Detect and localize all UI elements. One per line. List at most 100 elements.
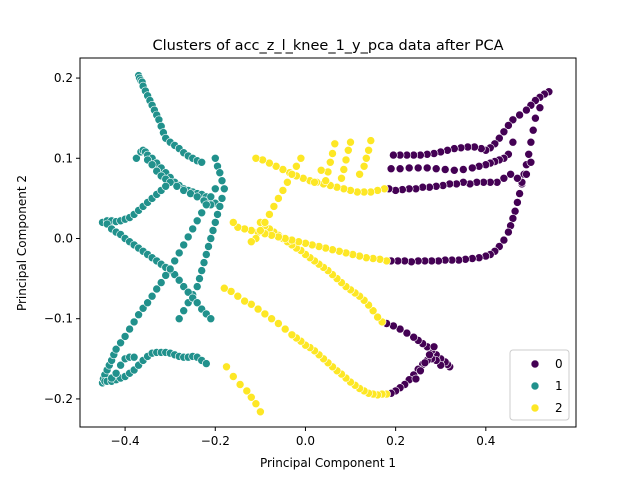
point-cluster-1-129 xyxy=(138,303,148,313)
point-cluster-0-132 xyxy=(411,374,421,384)
point-cluster-2-129 xyxy=(260,218,270,227)
point-cluster-2-113 xyxy=(337,174,346,183)
point-cluster-2-119 xyxy=(316,166,326,175)
legend-label-0: 0 xyxy=(555,357,563,371)
point-cluster-1-125 xyxy=(120,332,130,341)
point-cluster-0-6 xyxy=(515,110,524,120)
point-cluster-0-65 xyxy=(506,170,515,179)
point-cluster-2-110 xyxy=(343,146,353,155)
point-cluster-1-175 xyxy=(129,352,139,362)
point-cluster-2-127 xyxy=(269,202,279,211)
point-cluster-0-31 xyxy=(526,137,536,147)
point-cluster-0-94 xyxy=(449,166,459,175)
point-cluster-2-34 xyxy=(368,306,378,316)
point-cluster-1-60 xyxy=(220,184,229,194)
point-cluster-1-140 xyxy=(188,224,197,234)
point-cluster-0-36 xyxy=(515,189,524,198)
point-cluster-1-109 xyxy=(179,282,188,291)
x-axis-label: Principal Component 1 xyxy=(260,456,396,470)
point-cluster-0-97 xyxy=(422,163,432,173)
point-cluster-2-133 xyxy=(256,407,265,417)
point-cluster-2-24 xyxy=(267,314,276,324)
point-cluster-1-107 xyxy=(170,270,179,279)
point-cluster-2-107 xyxy=(359,162,369,171)
point-cluster-1-139 xyxy=(183,232,193,242)
point-cluster-1-76 xyxy=(174,314,184,324)
point-cluster-2-103 xyxy=(251,154,261,163)
point-cluster-0-30 xyxy=(528,125,538,135)
point-cluster-2-105 xyxy=(364,146,373,155)
point-cluster-2-118 xyxy=(321,176,331,185)
point-cluster-2-130 xyxy=(256,226,265,235)
point-cluster-1-115 xyxy=(206,314,216,324)
point-cluster-1-66 xyxy=(206,234,216,243)
point-cluster-1-130 xyxy=(143,298,152,308)
point-cluster-2-112 xyxy=(339,165,349,174)
point-cluster-2-122 xyxy=(292,162,301,171)
point-cluster-1-142 xyxy=(197,208,206,218)
y-tick-label-4: 0.2 xyxy=(54,71,73,85)
point-cluster-1-45 xyxy=(147,160,157,169)
legend-marker-1 xyxy=(530,381,540,391)
point-cluster-0-112 xyxy=(402,328,412,338)
point-cluster-0-101 xyxy=(386,164,396,173)
point-cluster-1-91 xyxy=(161,182,170,191)
point-cluster-0-28 xyxy=(535,103,545,112)
point-cluster-1-128 xyxy=(134,310,143,320)
point-cluster-1-50 xyxy=(172,182,182,191)
y-tick-label-2: 0.0 xyxy=(54,231,73,245)
point-cluster-2-26 xyxy=(253,304,263,314)
point-cluster-2-31 xyxy=(220,283,229,293)
point-cluster-2-109 xyxy=(346,137,355,147)
point-cluster-2-108 xyxy=(355,170,364,179)
point-cluster-2-29 xyxy=(233,291,243,301)
point-cluster-1-23 xyxy=(132,154,141,163)
point-cluster-1-133 xyxy=(156,278,166,287)
point-cluster-0-32 xyxy=(524,150,534,159)
point-cluster-1-145 xyxy=(211,184,220,194)
point-cluster-1-61 xyxy=(217,194,227,203)
point-cluster-1-70 xyxy=(197,266,206,275)
point-cluster-2-125 xyxy=(278,186,288,195)
legend-marker-0 xyxy=(530,359,540,369)
point-cluster-0-130 xyxy=(420,358,430,368)
point-cluster-1-62 xyxy=(215,202,225,211)
x-tick-label-4: 0.4 xyxy=(476,434,495,448)
point-cluster-1-141 xyxy=(192,216,202,226)
point-cluster-0-129 xyxy=(425,350,434,360)
legend-box xyxy=(509,349,570,421)
point-cluster-1-53 xyxy=(192,192,202,202)
point-cluster-1-126 xyxy=(125,324,134,334)
point-cluster-1-136 xyxy=(170,256,179,266)
point-cluster-0-42 xyxy=(499,235,509,245)
point-cluster-0-38 xyxy=(510,206,520,216)
point-cluster-2-128 xyxy=(265,210,274,219)
point-cluster-1-63 xyxy=(213,210,222,219)
y-tick-label-0: −0.2 xyxy=(44,392,73,406)
point-cluster-2-132 xyxy=(247,237,256,246)
point-cluster-1-135 xyxy=(165,264,175,274)
plot-area-frame xyxy=(79,57,577,428)
y-axis-ticks: −0.2 −0.1 0.0 0.1 0.2 xyxy=(44,71,80,406)
point-cluster-1-110 xyxy=(183,287,193,297)
point-cluster-2-33 xyxy=(373,312,382,322)
point-cluster-1-144 xyxy=(206,192,216,202)
point-cluster-1-56 xyxy=(211,154,220,163)
y-axis-label: Principal Component 2 xyxy=(15,175,29,311)
point-cluster-2-111 xyxy=(341,155,351,165)
point-cluster-1-143 xyxy=(202,200,211,210)
point-cluster-2-139 xyxy=(222,362,231,372)
point-cluster-2-126 xyxy=(274,194,283,203)
point-cluster-2-136 xyxy=(242,386,252,396)
point-cluster-2-121 xyxy=(296,154,306,163)
point-cluster-2-134 xyxy=(251,399,261,409)
point-cluster-1-124 xyxy=(116,338,125,348)
data-points xyxy=(98,71,554,417)
point-cluster-0-61 xyxy=(526,158,536,167)
point-cluster-1-108 xyxy=(174,275,184,285)
point-cluster-0-10 xyxy=(494,133,504,143)
point-cluster-0-96 xyxy=(431,164,441,173)
point-cluster-2-25 xyxy=(260,309,270,319)
point-cluster-1-172 xyxy=(116,360,125,370)
